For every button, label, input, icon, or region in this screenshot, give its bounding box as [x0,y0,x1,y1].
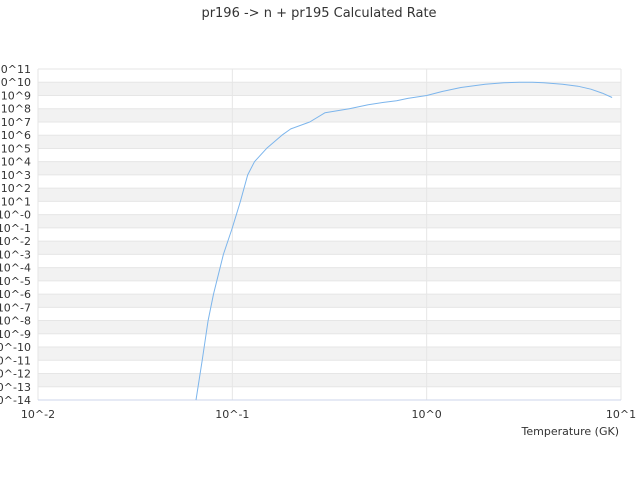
grid-band [38,267,621,281]
y-tick-label: 10^-12 [0,368,31,381]
grid-band [38,214,621,228]
grid-band [38,108,621,122]
x-tick-label: 10^0 [412,408,442,421]
grid-band [38,135,621,149]
y-tick-label: 10^-2 [0,235,31,248]
y-tick-label: 10^11 [0,63,31,76]
y-tick-label: 10^-8 [0,315,31,328]
y-tick-label: 10^7 [1,116,31,129]
grid-bands [38,82,621,387]
grid-lines [37,68,622,401]
grid-band [38,188,621,202]
y-tick-label: 10^-9 [0,328,31,341]
grid-band [38,320,621,334]
y-tick-label: 10^-13 [0,381,31,394]
y-tick-label: 10^-10 [0,341,31,354]
y-tick-label: 10^-14 [0,394,31,407]
x-tick-label: 10^1 [606,408,636,421]
x-axis-title: Temperature (GK) [521,425,620,438]
y-tick-label: 10^-0 [0,209,31,222]
y-tick-label: 10^3 [1,169,31,182]
y-tick-label: 10^1 [1,195,31,208]
y-tick-label: 10^8 [1,103,31,116]
y-tick-label: 10^4 [1,156,31,169]
y-tick-label: 10^-1 [0,222,31,235]
x-tick-label: 10^-1 [215,408,249,421]
y-tick-label: 10^-7 [0,301,31,314]
y-tick-label: 10^-4 [0,262,31,275]
grid-band [38,347,621,361]
grid-band [38,82,621,96]
y-tick-label: 10^6 [1,129,31,142]
y-tick-label: 10^-3 [0,248,31,261]
y-tick-label: 10^-6 [0,288,31,301]
y-tick-label: 10^9 [1,89,31,102]
y-tick-label: 10^2 [1,182,31,195]
grid-band [38,161,621,175]
grid-band [38,241,621,255]
y-tick-label: 10^-5 [0,275,31,288]
x-axis-tick-labels: 10^-2 10^-1 10^0 10^1 [21,408,636,421]
grid-band [38,373,621,387]
series-line [195,81,613,401]
y-tick-label: 10^10 [0,76,31,89]
y-tick-label: 10^-11 [0,354,31,367]
x-tick-label: 10^-2 [21,408,55,421]
grid-band [38,294,621,308]
chart-title: pr196 -> n + pr195 Calculated Rate [201,6,436,21]
series-group [195,81,613,401]
y-tick-label: 10^5 [1,142,31,155]
y-axis-tick-labels: 10^-1410^-1310^-1210^-1110^-1010^-910^-8… [0,63,31,407]
